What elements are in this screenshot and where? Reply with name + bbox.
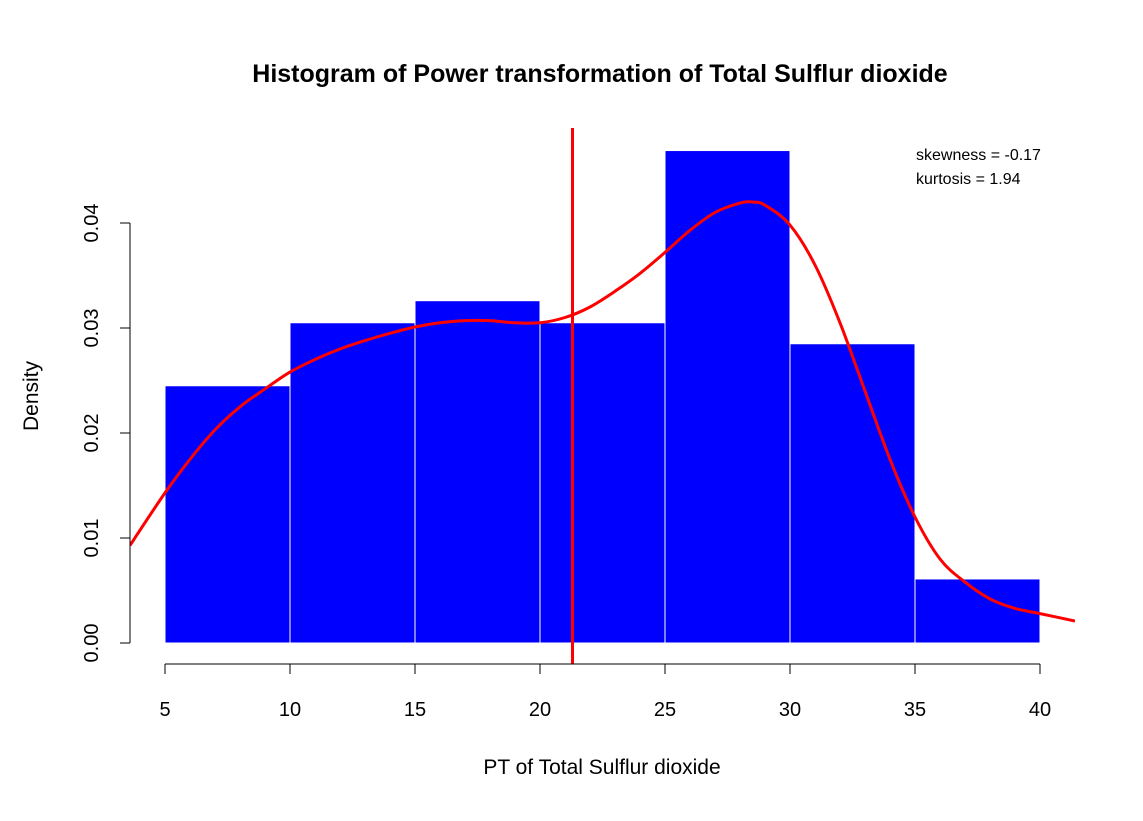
x-tick-label-10: 10 bbox=[279, 699, 301, 721]
bars-group bbox=[164, 150, 1041, 644]
y-tick-label-1: 0.01 bbox=[81, 519, 103, 558]
density-curve-group bbox=[130, 200, 1075, 623]
histogram-bar-6 bbox=[789, 343, 916, 644]
y-tick-label-4: 0.04 bbox=[81, 204, 103, 243]
x-tick-label-40: 40 bbox=[1029, 699, 1051, 721]
x-tick-label-35: 35 bbox=[904, 699, 926, 721]
x-axis-label: PT of Total Sulflur dioxide bbox=[483, 756, 720, 779]
histogram-bar-4 bbox=[539, 322, 666, 644]
histogram-bar-5 bbox=[664, 150, 791, 644]
skewness-annotation: skewness = -0.17 bbox=[916, 147, 1041, 164]
x-tick-label-30: 30 bbox=[779, 699, 801, 721]
x-tick-label-25: 25 bbox=[654, 699, 676, 721]
histogram-bar-3 bbox=[414, 300, 541, 644]
density-curve bbox=[130, 200, 1075, 623]
y-tick-label-0: 0.00 bbox=[81, 624, 103, 663]
y-tick-label-3: 0.03 bbox=[81, 309, 103, 348]
x-axis: 5 10 15 20 25 30 35 40 bbox=[159, 663, 1051, 721]
x-tick-label-5: 5 bbox=[159, 699, 170, 721]
chart-title: Histogram of Power transformation of Tot… bbox=[252, 60, 948, 88]
histogram-bar-2 bbox=[289, 322, 416, 644]
y-axis: 0.00 0.01 0.02 0.03 0.04 bbox=[81, 204, 131, 663]
y-tick-label-2: 0.02 bbox=[81, 414, 103, 453]
kurtosis-annotation: kurtosis = 1.94 bbox=[916, 171, 1021, 188]
histogram-bar-1 bbox=[164, 385, 291, 644]
x-tick-label-15: 15 bbox=[404, 699, 426, 721]
x-tick-label-20: 20 bbox=[529, 699, 551, 721]
y-axis-label: Density bbox=[20, 360, 43, 431]
